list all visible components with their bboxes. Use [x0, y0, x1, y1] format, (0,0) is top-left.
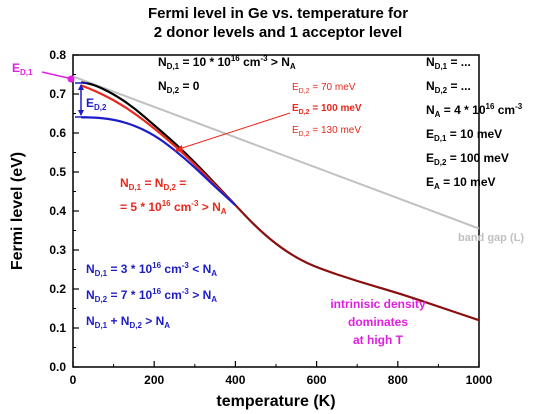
- series-lines: [72, 75, 480, 322]
- y-axis-label: Fermi level (eV): [9, 152, 26, 270]
- right-na: NA = 4 * 1016 cm-3: [426, 102, 523, 119]
- ed2-arrowhead-up: [78, 84, 84, 90]
- ed1-marker: [67, 75, 75, 83]
- y-tick-label: 0.3: [49, 243, 66, 257]
- y-tick-label: 0.5: [49, 165, 66, 179]
- blue-note-line3: ND,1 + ND,2 > NA: [86, 314, 170, 330]
- y-tick-label: 0.6: [49, 126, 66, 140]
- chart-title-line1: Fermi level in Ge vs. temperature for: [148, 5, 408, 22]
- y-tick-label: 0.4: [49, 204, 66, 218]
- legend-130: ED,2 = 130 meV: [292, 125, 361, 138]
- right-nd2: ND,2 = ...: [426, 79, 471, 95]
- blue-note-line2: ND,2 = 7 * 1016 cm-3 > NA: [86, 287, 217, 304]
- y-tick-label: 0.0: [49, 360, 66, 374]
- legend-100: ED,2 = 100 meV: [292, 103, 362, 116]
- series-line-red: [80, 84, 237, 206]
- intrinsic-line2: dominates: [348, 315, 408, 329]
- series-line-darkred: [234, 204, 480, 322]
- top-nd1-text: ND,1 = 10 * 1016 cm-3 > NA: [158, 54, 296, 71]
- red-note-line2: = 5 * 1016 cm-3 > NA: [120, 199, 227, 216]
- axis-ticks: 0 200 400 600 800 1000 0.0 0.1 0.2 0.3 0.4 0.5 0.6 0.…: [49, 48, 492, 387]
- top-nd2-text: ND,2 = 0: [158, 79, 200, 95]
- legend-70: ED,2 = 70 meV: [292, 82, 356, 95]
- right-ed1: ED,1 = 10 meV: [426, 127, 502, 143]
- y-tick-label: 0.7: [49, 87, 66, 101]
- x-tick-label: 400: [225, 373, 245, 387]
- right-nd1: ND,1 = ...: [426, 55, 471, 71]
- x-tick-label: 1000: [466, 373, 493, 387]
- x-tick-label: 800: [388, 373, 408, 387]
- blue-note-line1: ND,1 = 3 * 1016 cm-3 < NA: [86, 261, 217, 278]
- chart-title-line2: 2 donor levels and 1 acceptor level: [154, 24, 402, 41]
- legend-arrow: [175, 112, 291, 151]
- ed1-arrow: [41, 71, 69, 79]
- intrinsic-line3: at high T: [353, 333, 404, 347]
- x-axis-label: temperature (K): [216, 393, 335, 410]
- y-tick-label: 0.1: [49, 321, 66, 335]
- right-ea: EA = 10 meV: [426, 175, 496, 191]
- x-tick-label: 0: [70, 373, 77, 387]
- ed1-label: ED,1: [12, 61, 33, 77]
- y-tick-label: 0.2: [49, 282, 66, 296]
- band-gap-label: band gap (L): [458, 232, 524, 244]
- red-note-line1: ND,1 = ND,2 =: [120, 176, 186, 192]
- series-line-blue: [81, 116, 237, 206]
- ed2-arrowhead-down: [78, 110, 84, 116]
- legend-arrowhead: [174, 145, 183, 152]
- ed2-label: ED,2: [86, 96, 107, 112]
- right-ed2: ED,2 = 100 meV: [426, 151, 509, 167]
- intrinsic-line1: intrinisic density: [330, 297, 426, 311]
- y-tick-label: 0.8: [49, 48, 66, 62]
- x-tick-label: 600: [307, 373, 327, 387]
- x-tick-label: 200: [144, 373, 164, 387]
